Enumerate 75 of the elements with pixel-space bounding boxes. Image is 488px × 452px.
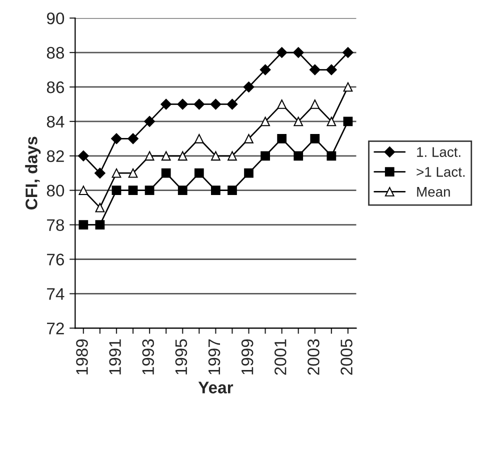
point (310, 134, 320, 144)
point (178, 151, 188, 161)
point (160, 98, 172, 110)
y-tick-label: 80 (46, 184, 64, 197)
x-tick-label: 1995 (175, 339, 188, 374)
point (111, 133, 122, 144)
x-tick-label: 2001 (274, 339, 286, 375)
point (128, 186, 138, 196)
point (228, 186, 237, 196)
y-tick-label: 72 (47, 322, 64, 334)
point (326, 64, 337, 76)
point (211, 151, 220, 161)
point (294, 151, 304, 161)
point (128, 133, 138, 144)
point (309, 64, 320, 76)
point (194, 98, 205, 110)
point (326, 151, 336, 161)
point (161, 151, 171, 161)
point (78, 220, 88, 230)
point (292, 47, 304, 58)
point (78, 150, 89, 162)
point (95, 220, 105, 230)
x-tick-label: 1989 (76, 339, 88, 374)
point (194, 168, 204, 178)
legend-label: Mean (417, 187, 450, 197)
point (194, 134, 204, 144)
point (144, 151, 154, 161)
y-tick-label: 74 (47, 288, 64, 300)
y-tick-label: 90 (46, 12, 64, 24)
point (260, 116, 270, 126)
y-tick-label: 76 (47, 254, 64, 266)
point (112, 186, 122, 196)
point (94, 168, 106, 179)
point (277, 134, 287, 144)
point (210, 98, 222, 110)
point (326, 116, 336, 126)
point (228, 151, 237, 161)
point (128, 168, 138, 178)
point (95, 202, 105, 212)
point (226, 98, 238, 110)
y-tick-label: 88 (46, 46, 64, 59)
point (144, 116, 155, 127)
point (260, 151, 270, 161)
x-axis-title: Year (198, 382, 234, 394)
legend-label: 1. Lact. (417, 147, 460, 157)
point (178, 186, 188, 196)
x-tick-label: 1991 (109, 339, 121, 374)
point (211, 186, 220, 196)
point (276, 47, 288, 58)
point (78, 186, 88, 196)
point (244, 134, 254, 144)
x-tick-label: 2003 (308, 339, 320, 375)
point (310, 100, 320, 109)
point (243, 82, 254, 92)
point (161, 168, 171, 178)
x-tick-label: 2005 (340, 339, 352, 375)
point (343, 116, 353, 126)
point (294, 116, 304, 126)
y-axis-title: CFI, days (25, 136, 41, 210)
point (112, 168, 122, 178)
y-tick-label: 82 (46, 150, 64, 162)
x-tick-label: 1997 (208, 339, 220, 374)
x-tick-label: 1999 (241, 339, 254, 374)
y-tick-label: 86 (46, 81, 64, 94)
point (244, 168, 254, 178)
x-tick-label: 1993 (142, 339, 154, 374)
y-tick-label: 78 (47, 219, 64, 231)
legend-label: >1 Lact. (416, 167, 465, 177)
y-tick-label: 84 (46, 116, 64, 128)
point (342, 47, 354, 58)
point (177, 98, 188, 110)
point (144, 186, 154, 196)
point (277, 100, 287, 109)
point (343, 82, 353, 92)
point (260, 64, 271, 76)
